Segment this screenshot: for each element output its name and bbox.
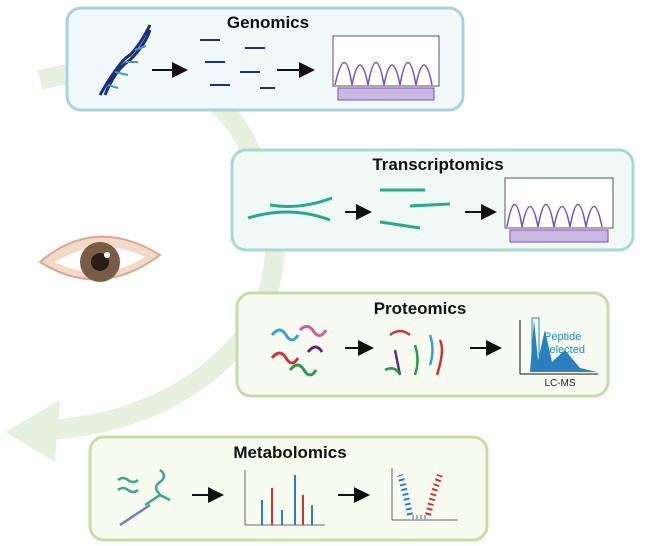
sequence-bar (509, 229, 609, 243)
volcano-plot (391, 468, 458, 521)
metabolites (117, 469, 171, 527)
genomics-panel: Genomics (65, 6, 465, 112)
sequence-bar (337, 87, 435, 101)
panel-title: Transcriptomics (372, 155, 503, 174)
rna-fragments (379, 188, 451, 230)
rna (247, 196, 333, 222)
dna-rungs (107, 45, 147, 89)
mass-spectrum (244, 470, 325, 526)
panel-title: Genomics (227, 13, 309, 32)
panel-title: Metabolomics (233, 443, 346, 462)
eye (38, 235, 162, 282)
axis-label: LC-MS (544, 378, 575, 389)
peaks (334, 62, 433, 86)
metabolomics-panel: Metabolomics (88, 435, 489, 542)
transcriptomics-panel: Transcriptomics (230, 148, 635, 252)
peptides (384, 329, 444, 376)
cycle-arrow-head (5, 400, 60, 462)
annotation: selected (544, 344, 585, 356)
proteins (270, 325, 328, 377)
selection-box (531, 317, 540, 365)
ms-spectrum (522, 320, 597, 372)
panel-title: Proteomics (374, 299, 467, 318)
annotation: Peptide (544, 331, 581, 343)
proteomics-panel: Proteomics Peptide selected LC-MS (235, 291, 610, 398)
dna (98, 24, 152, 96)
dna-fragments (200, 39, 275, 89)
peaks (506, 204, 603, 228)
